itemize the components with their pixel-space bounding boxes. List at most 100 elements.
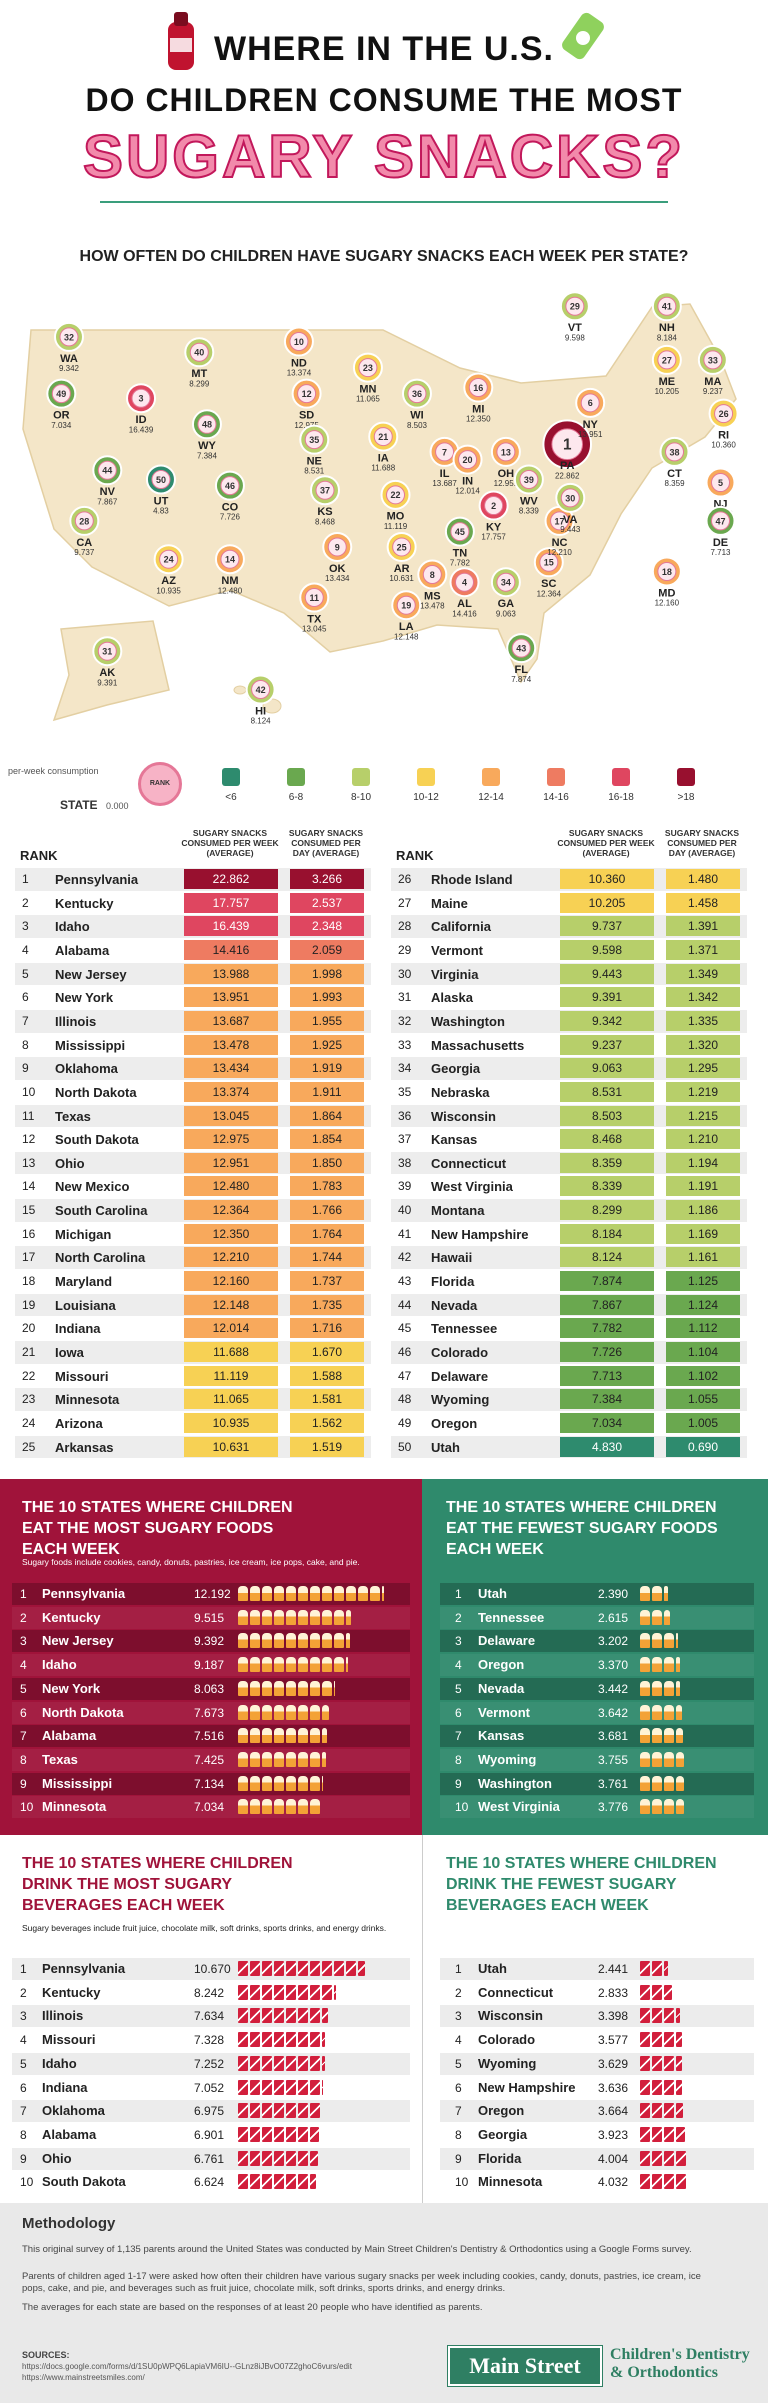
table-day-cell: 1.588 <box>290 1365 364 1386</box>
icon <box>250 2103 260 2119</box>
state-value: 12.951 <box>494 479 519 488</box>
icon <box>676 1728 683 1744</box>
icon <box>298 1609 308 1625</box>
panel-icons <box>238 2008 330 2024</box>
table-day-cell: 1.562 <box>290 1412 364 1433</box>
legend-swatch <box>547 768 565 786</box>
icon <box>286 1633 296 1649</box>
panel-rank: 4 <box>20 1658 27 1673</box>
state-value: 8.359 <box>665 479 686 488</box>
state-marker-center <box>315 480 335 500</box>
table-week-cell: 9.443 <box>560 963 654 984</box>
state-value: 10.205 <box>655 387 680 396</box>
table-state: Illinois <box>55 1013 97 1029</box>
table-week-cell: 16.439 <box>184 916 278 937</box>
icon <box>664 2126 674 2142</box>
icon <box>322 2055 325 2071</box>
panel-state: Ohio <box>42 2150 72 2166</box>
icon <box>676 2150 686 2166</box>
table-state: Oregon <box>431 1415 478 1431</box>
state-abbr: FL <box>514 664 528 676</box>
panel-icons <box>238 1728 329 1744</box>
icon <box>286 1680 296 1696</box>
state-rank: 17 <box>555 516 565 526</box>
icon <box>238 1657 248 1673</box>
table-rank: 50 <box>398 1439 412 1454</box>
table-week-cell: 12.210 <box>184 1247 278 1268</box>
table-day-cell: 1.458 <box>666 892 740 913</box>
state-abbr: MO <box>387 511 405 523</box>
icon <box>298 2008 308 2024</box>
table-day-cell: 1.993 <box>290 987 364 1008</box>
state-value: 13.687 <box>432 479 457 488</box>
state-value: 13.045 <box>302 625 327 634</box>
state-marker-center <box>131 388 151 408</box>
panel-state: Oregon <box>478 2103 525 2119</box>
legend-key-donut: RANK <box>138 762 182 806</box>
panel-value: 6.624 <box>194 2175 225 2190</box>
table-day-cell: 1.911 <box>290 1081 364 1102</box>
legend-caption: per-week consumption <box>8 766 99 776</box>
state-value: 10.631 <box>389 574 414 583</box>
icon <box>250 2032 260 2048</box>
table-header-rank: RANK <box>20 848 58 863</box>
table-rank: 22 <box>22 1368 36 1383</box>
state-rank: 32 <box>64 332 74 342</box>
icon <box>238 1728 248 1744</box>
table-week-cell: 13.988 <box>184 963 278 984</box>
state-marker-center <box>220 476 240 496</box>
state-abbr: NE <box>307 456 322 468</box>
icon <box>262 1984 272 2000</box>
state-abbr: MD <box>658 587 675 599</box>
panel-rank: 10 <box>455 1800 469 1815</box>
table-rank: 33 <box>398 1037 412 1052</box>
table-day-cell: 1.169 <box>666 1223 740 1244</box>
panel-icons <box>238 2150 320 2167</box>
panel-state: Connecticut <box>478 1984 554 2000</box>
icon <box>640 1704 650 1720</box>
table-rank: 16 <box>22 1226 36 1241</box>
state-marker-center <box>519 469 539 489</box>
panel-icons <box>640 2150 690 2167</box>
table-week-cell: 8.339 <box>560 1176 654 1197</box>
state-value: 14.416 <box>452 609 477 618</box>
table-header-day: SUGARY SNACKS CONSUMED PER DAY (AVERAGE) <box>664 828 740 858</box>
state-rank: 5 <box>718 478 723 488</box>
icon <box>238 2126 248 2142</box>
table-week-cell: 9.598 <box>560 939 654 960</box>
state-marker-center <box>59 327 79 347</box>
state-value: 17.757 <box>481 533 506 542</box>
table-rank: 12 <box>22 1132 36 1147</box>
state-rank: 34 <box>501 578 511 588</box>
legend-label: 8-10 <box>350 792 371 803</box>
icon <box>310 2055 320 2071</box>
table-rank: 15 <box>22 1203 36 1218</box>
table-week-cell: 7.726 <box>560 1342 654 1362</box>
table-rank: 7 <box>22 1013 29 1028</box>
icon <box>640 1657 650 1673</box>
panel-row-bg <box>440 1958 754 1980</box>
logo-tagline: Children's Dentistry & Orthodontics <box>610 2346 750 2381</box>
icon <box>250 1984 260 2000</box>
state-abbr: RI <box>718 429 729 441</box>
icon <box>250 1728 260 1744</box>
table-rank: 49 <box>398 1415 412 1430</box>
icon <box>640 2079 650 2095</box>
icon <box>334 1657 344 1673</box>
panel-icons <box>238 1609 353 1626</box>
state-marker-center <box>711 473 731 493</box>
state-value: 8.468 <box>315 517 336 526</box>
state-marker-center <box>496 442 516 462</box>
icon <box>676 1799 684 1815</box>
state-value: 13.478 <box>420 602 445 611</box>
icon <box>664 1633 674 1649</box>
panel-rank: 10 <box>20 2175 34 2190</box>
table-state: Pennsylvania <box>55 872 139 887</box>
icon <box>238 2079 248 2095</box>
state-rank: 42 <box>256 685 266 695</box>
state-rank: 21 <box>378 432 388 442</box>
state-value: 11.119 <box>384 522 408 531</box>
table-rank: 9 <box>22 1061 29 1076</box>
table-week-cell: 12.364 <box>184 1200 278 1221</box>
table-state: Iowa <box>55 1345 84 1360</box>
